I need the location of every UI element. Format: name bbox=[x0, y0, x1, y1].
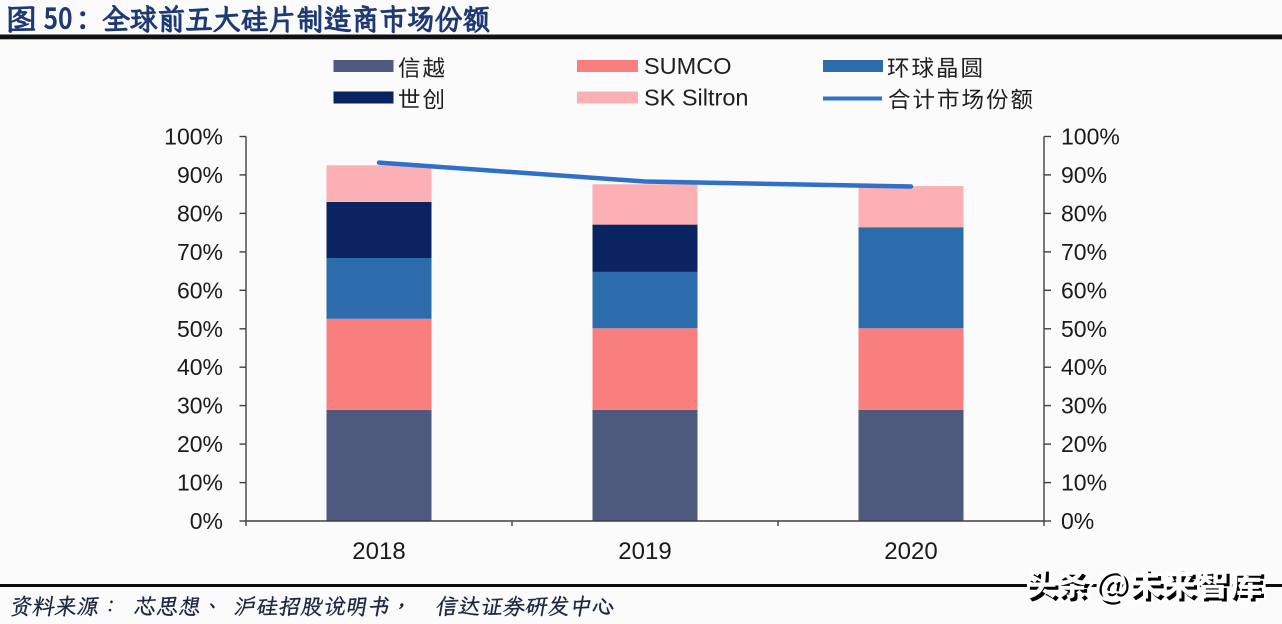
svg-text:20%: 20% bbox=[1061, 431, 1107, 457]
svg-text:60%: 60% bbox=[177, 277, 223, 303]
svg-text:2018: 2018 bbox=[352, 538, 405, 565]
svg-text:30%: 30% bbox=[177, 393, 223, 419]
svg-text:10%: 10% bbox=[1061, 470, 1107, 496]
svg-text:40%: 40% bbox=[1061, 354, 1107, 380]
svg-text:10%: 10% bbox=[177, 470, 223, 496]
svg-text:0%: 0% bbox=[190, 508, 223, 534]
svg-text:90%: 90% bbox=[177, 162, 223, 188]
svg-text:SK Siltron: SK Siltron bbox=[644, 84, 749, 110]
svg-text:80%: 80% bbox=[177, 200, 223, 226]
svg-text:2020: 2020 bbox=[884, 538, 937, 565]
svg-text:2019: 2019 bbox=[618, 538, 671, 565]
svg-text:100%: 100% bbox=[164, 124, 223, 150]
svg-text:100%: 100% bbox=[1061, 124, 1120, 150]
svg-text:0%: 0% bbox=[1061, 508, 1094, 534]
svg-text:SUMCO: SUMCO bbox=[644, 53, 731, 79]
svg-text:40%: 40% bbox=[177, 354, 223, 380]
svg-text:90%: 90% bbox=[1061, 162, 1107, 188]
svg-text:60%: 60% bbox=[1061, 277, 1107, 303]
svg-text:70%: 70% bbox=[1061, 239, 1107, 265]
svg-text:50%: 50% bbox=[1061, 316, 1107, 342]
svg-text:50%: 50% bbox=[177, 316, 223, 342]
svg-text:80%: 80% bbox=[1061, 200, 1107, 226]
svg-text:20%: 20% bbox=[177, 431, 223, 457]
svg-text:70%: 70% bbox=[177, 239, 223, 265]
svg-text:30%: 30% bbox=[1061, 393, 1107, 419]
